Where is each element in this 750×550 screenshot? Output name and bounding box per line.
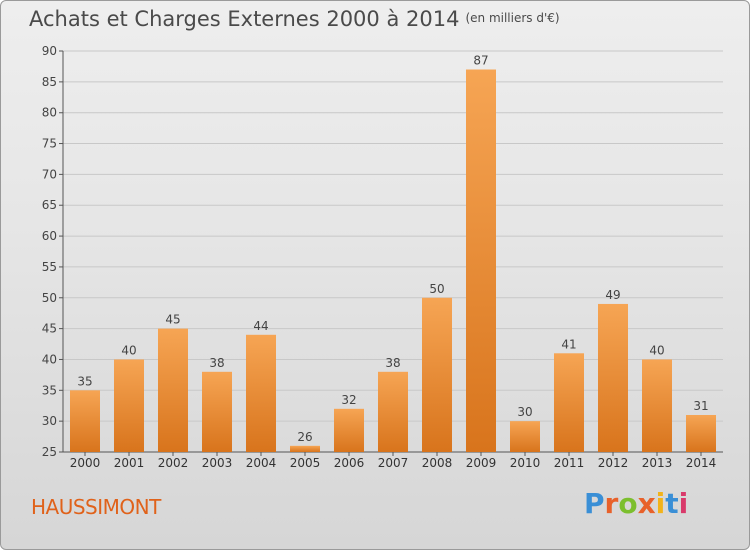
y-tick-label: 75: [42, 137, 57, 151]
x-tick-label-2003: 2003: [202, 456, 233, 470]
bar-2005: [290, 445, 320, 452]
x-tick-label-2014: 2014: [686, 456, 717, 470]
data-label-2008: 50: [429, 282, 444, 296]
bar-2003: [202, 371, 232, 452]
bar-2004: [246, 334, 276, 452]
data-label-2010: 30: [517, 405, 532, 419]
x-tick-label-2006: 2006: [334, 456, 365, 470]
chart-title-text: Achats et Charges Externes 2000 à 2014: [29, 7, 460, 31]
bar-2011: [554, 353, 584, 452]
x-tick-label-2002: 2002: [158, 456, 189, 470]
y-tick-label: 90: [42, 44, 57, 58]
place-name: HAUSSIMONT: [31, 495, 161, 519]
data-label-2006: 32: [341, 393, 356, 407]
data-label-2005: 26: [297, 430, 312, 444]
chart-unit: (en milliers d'€): [465, 11, 560, 25]
x-tick-label-2001: 2001: [114, 456, 145, 470]
data-label-2011: 41: [561, 337, 576, 351]
brand-letter: t: [665, 487, 679, 520]
brand-letter: x: [637, 487, 656, 520]
bar-2000: [70, 390, 100, 452]
chart-title: Achats et Charges Externes 2000 à 2014 (e…: [29, 7, 560, 31]
data-label-2000: 35: [77, 374, 92, 388]
x-tick-label-2009: 2009: [466, 456, 497, 470]
bar-2006: [334, 408, 364, 452]
data-label-2004: 44: [253, 319, 268, 333]
bar-2012: [598, 303, 628, 452]
bar-2001: [114, 359, 144, 452]
x-tick-label-2008: 2008: [422, 456, 453, 470]
y-tick-label: 40: [42, 352, 57, 366]
x-tick-label-2007: 2007: [378, 456, 409, 470]
x-tick-label-2012: 2012: [598, 456, 629, 470]
x-tick-label-2011: 2011: [554, 456, 585, 470]
bar-2013: [642, 359, 672, 452]
brand-letter: P: [584, 487, 605, 520]
data-label-2001: 40: [121, 343, 136, 357]
x-tick-label-2004: 2004: [246, 456, 277, 470]
data-label-2007: 38: [385, 356, 400, 370]
brand-letter: i: [678, 487, 689, 520]
bar-2008: [422, 297, 452, 452]
y-tick-label: 70: [42, 167, 57, 181]
y-tick-label: 45: [42, 322, 57, 336]
x-tick-label-2013: 2013: [642, 456, 673, 470]
y-tick-label: 65: [42, 198, 57, 212]
brand-logo: Proxiti: [584, 487, 688, 520]
data-label-2003: 38: [209, 356, 224, 370]
data-label-2002: 45: [165, 313, 180, 327]
data-label-2012: 49: [605, 288, 620, 302]
bar-2009: [466, 69, 496, 452]
data-label-2013: 40: [649, 343, 664, 357]
brand-letter: i: [655, 487, 666, 520]
bar-2007: [378, 371, 408, 452]
brand-letter: r: [604, 487, 619, 520]
x-tick-label-2000: 2000: [70, 456, 101, 470]
y-tick-label: 55: [42, 260, 57, 274]
y-tick-label: 50: [42, 291, 57, 305]
x-tick-label-2010: 2010: [510, 456, 541, 470]
y-tick-label: 80: [42, 106, 57, 120]
bar-2002: [158, 328, 188, 452]
y-tick-label: 25: [42, 445, 57, 459]
y-tick-label: 30: [42, 414, 57, 428]
bar-2010: [510, 421, 540, 452]
brand-letter: o: [618, 487, 638, 520]
data-label-2014: 31: [693, 399, 708, 413]
x-tick-label-2005: 2005: [290, 456, 321, 470]
y-tick-label: 85: [42, 75, 57, 89]
data-label-2009: 87: [473, 54, 488, 68]
y-tick-label: 60: [42, 229, 57, 243]
y-tick-label: 35: [42, 383, 57, 397]
bar-2014: [686, 414, 716, 452]
